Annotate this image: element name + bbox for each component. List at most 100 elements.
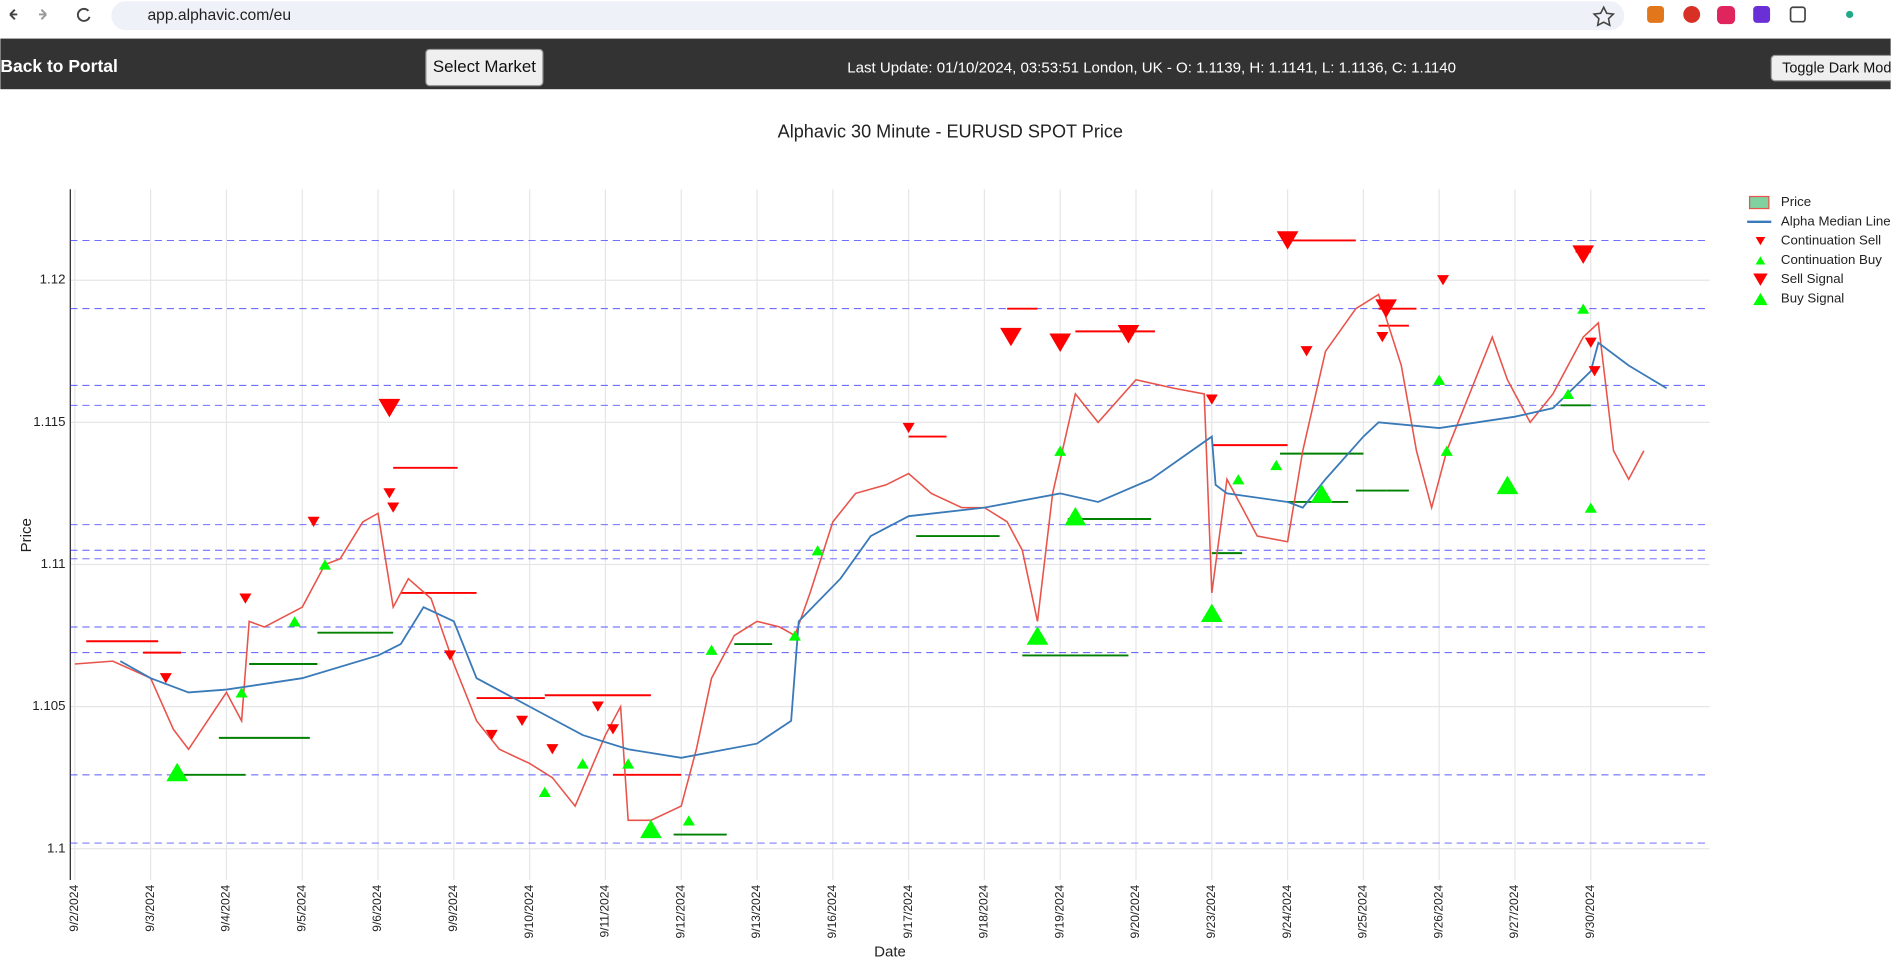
x-tick-label: 9/3/2024	[143, 885, 157, 932]
signal-marker	[1054, 445, 1067, 456]
signal-marker	[307, 516, 320, 527]
signal-marker	[378, 398, 401, 418]
select-market-label: Select Market	[433, 57, 536, 76]
back-icon[interactable]	[9, 8, 18, 20]
extension-icon[interactable]	[1846, 10, 1854, 19]
x-tick-label: 9/13/2024	[749, 885, 763, 939]
legend-swatch	[1755, 237, 1766, 246]
signal-marker	[288, 616, 301, 627]
x-tick-label: 9/16/2024	[825, 885, 839, 939]
signal-marker	[159, 673, 172, 684]
legend-label: Price	[1781, 194, 1811, 209]
signal-marker	[1588, 366, 1601, 377]
x-tick-label: 9/23/2024	[1204, 885, 1218, 939]
x-tick-label: 9/11/2024	[598, 885, 612, 938]
signal-marker	[1232, 474, 1245, 485]
legend-label: Sell Signal	[1781, 271, 1844, 286]
x-tick-label: 9/27/2024	[1507, 885, 1521, 939]
x-tick-label: 9/30/2024	[1583, 885, 1597, 939]
legend-swatch	[1753, 273, 1768, 286]
y-axis-title: Price	[18, 518, 35, 552]
signal-marker	[387, 502, 400, 513]
select-market-button[interactable]	[425, 48, 544, 87]
x-tick-label: 9/17/2024	[901, 885, 915, 939]
signal-marker	[1496, 475, 1519, 495]
back-to-portal[interactable]: Back to Portal	[0, 56, 117, 76]
signal-marker	[239, 593, 252, 604]
extensions-icon[interactable]	[1789, 6, 1806, 23]
signal-marker	[1562, 388, 1575, 400]
legend-swatch	[1753, 292, 1768, 306]
series-line	[74, 293, 1645, 822]
legend-label: Continuation Buy	[1781, 252, 1882, 267]
signal-marker	[576, 758, 589, 769]
legend-swatch	[1748, 195, 1770, 210]
x-tick-label: 9/12/2024	[673, 885, 687, 939]
signal-marker	[606, 724, 620, 735]
legend-swatch	[1755, 256, 1766, 265]
signal-marker	[444, 650, 457, 661]
signal-marker	[383, 488, 396, 499]
x-tick-label: 9/26/2024	[1431, 885, 1445, 939]
y-tick-label: 1.115	[33, 414, 65, 429]
signal-marker	[318, 559, 332, 570]
x-tick-label: 9/19/2024	[1052, 885, 1066, 939]
signal-marker	[682, 815, 695, 826]
x-tick-label: 9/24/2024	[1280, 885, 1294, 939]
signal-marker	[1375, 299, 1397, 318]
signal-marker	[1026, 626, 1049, 645]
address-bar[interactable]	[111, 1, 1625, 31]
extension-icon[interactable]	[1683, 6, 1701, 23]
signal-marker	[622, 758, 635, 769]
series-line	[119, 341, 1668, 759]
signal-marker	[1577, 303, 1590, 314]
y-tick-label: 1.105	[32, 698, 65, 713]
reload-icon[interactable]	[76, 7, 91, 22]
signal-marker	[1572, 245, 1595, 264]
signal-marker	[1433, 374, 1446, 385]
signal-marker	[1205, 394, 1218, 405]
chart-title: Alphavic 30 Minute - EURUSD SPOT Price	[778, 121, 1123, 141]
legend-label: Alpha Median Line	[1781, 213, 1891, 228]
signal-marker	[1376, 331, 1389, 343]
signal-marker	[1584, 337, 1597, 348]
x-tick-label: 9/18/2024	[977, 885, 991, 939]
toggle-dark-label: Toggle Dark Mode	[1782, 61, 1891, 77]
x-tick-label: 9/20/2024	[1128, 885, 1142, 939]
legend-label: Continuation Sell	[1781, 233, 1881, 248]
x-tick-label: 9/5/2024	[294, 885, 308, 932]
signal-marker	[1000, 327, 1022, 347]
signal-marker	[1440, 445, 1453, 456]
signal-marker	[516, 715, 529, 726]
signal-marker	[591, 701, 604, 712]
legend-label: Buy Signal	[1781, 290, 1844, 305]
signal-marker	[1064, 506, 1087, 526]
status-text: Last Update: 01/10/2024, 03:53:51 London…	[847, 60, 1456, 77]
extension-icon[interactable]	[1753, 6, 1771, 23]
extension-icon[interactable]	[1717, 6, 1736, 25]
signal-marker	[1436, 275, 1450, 286]
plot-area: 9/2/2024 9/3/2024 9/4/2024 9/5/2024 9/6/2024…	[32, 189, 1710, 939]
signal-marker	[705, 644, 718, 655]
forward-icon[interactable]	[38, 8, 47, 20]
x-tick-label: 9/2/2024	[67, 885, 81, 932]
bookmark-icon[interactable]	[1592, 5, 1616, 27]
signal-marker	[1049, 333, 1072, 352]
x-axis-title: Date	[874, 943, 906, 960]
signal-marker	[1276, 231, 1299, 250]
x-tick-label: 9/9/2024	[446, 885, 460, 932]
x-tick-label: 9/10/2024	[522, 885, 536, 939]
signal-marker	[1300, 346, 1313, 357]
extension-icon[interactable]	[1647, 6, 1664, 23]
x-tick-label: 9/25/2024	[1356, 885, 1370, 939]
signal-marker	[546, 744, 559, 755]
signal-marker	[1310, 484, 1333, 503]
legend: Price Alpha Median Line Continuation Sell C…	[1747, 194, 1891, 305]
signal-marker	[1200, 603, 1223, 623]
signal-marker	[166, 762, 189, 782]
app-header	[0, 38, 1891, 90]
url: app.alphavic.com/eu	[147, 7, 291, 24]
toggle-dark-button[interactable]	[1770, 54, 1891, 82]
